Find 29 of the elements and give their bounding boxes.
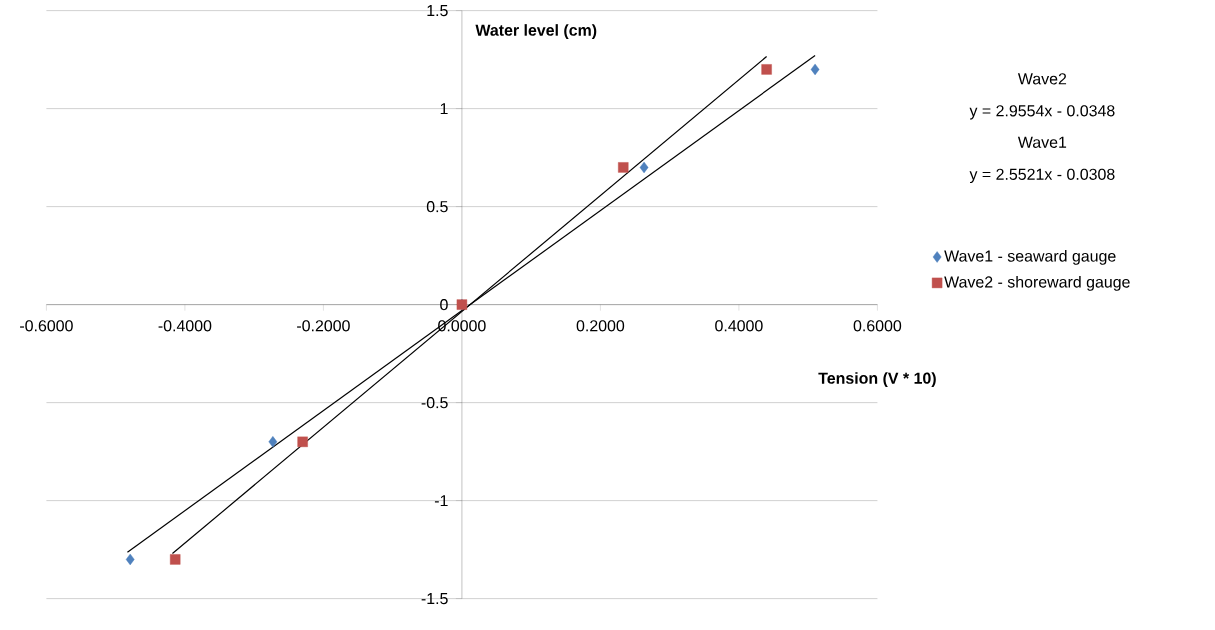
x-tick-label: 0.2000 (576, 320, 625, 332)
point (810, 63, 820, 76)
point (761, 64, 772, 75)
x-tick-label: 0.6000 (853, 320, 902, 332)
y-tick-label: -1 (434, 495, 448, 507)
point (618, 162, 629, 173)
text: Wave2 (1017, 73, 1067, 85)
y-tick-label: 1 (440, 103, 448, 115)
text: Wave1 (1017, 136, 1067, 148)
point (639, 161, 649, 174)
point (125, 553, 135, 566)
x-tick-label: 0.4000 (715, 320, 763, 332)
y-tick-label: -0.5 (421, 396, 448, 409)
x-tick-label: -0.6000 (20, 320, 73, 332)
y-tick-label: 0.5 (426, 200, 448, 213)
x-tick-label: -0.2000 (297, 320, 350, 332)
y-tick-label: 0 (440, 298, 448, 311)
legend-label: Wave1 - seaward gauge (944, 250, 1116, 265)
point (297, 436, 308, 448)
point (170, 554, 181, 565)
x-tick-label: -0.4000 (158, 320, 212, 332)
y-tick-label: -1.5 (421, 593, 448, 605)
x-axis-title: Tension (V * 10) (818, 372, 936, 387)
legend-label: Wave2 - shoreward gauge (944, 275, 1130, 291)
y-tick-label: 1.5 (427, 5, 448, 17)
text: y = 2.9554x - 0.0348 (969, 105, 1115, 120)
text: y = 2.5521x - 0.0308 (969, 168, 1115, 184)
y-axis-title: Water level (cm) (475, 24, 597, 39)
point (268, 436, 278, 448)
